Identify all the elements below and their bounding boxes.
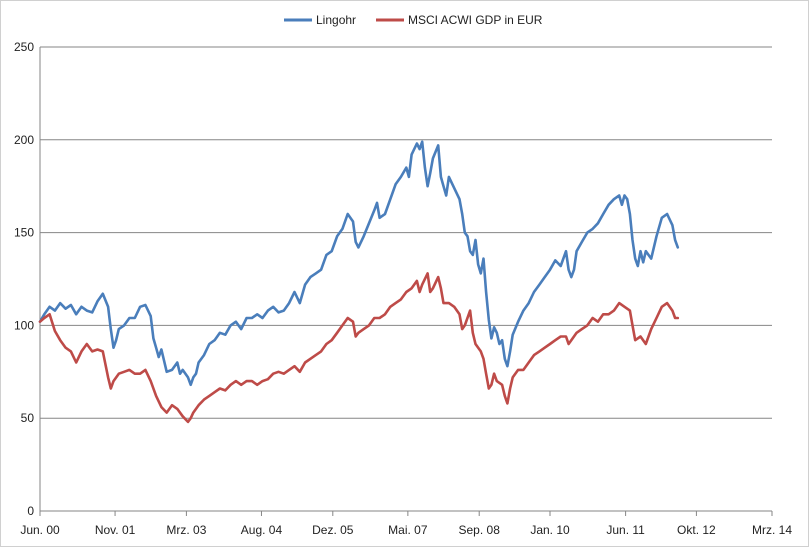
gridlines bbox=[40, 46, 772, 419]
y-tick-label: 150 bbox=[14, 226, 34, 240]
x-tick-label: Dez. 05 bbox=[312, 523, 354, 537]
axes: 0 50 100 150 200 250 Jun. 00 Nov. 01 Mrz. 03 Aug.… bbox=[14, 40, 792, 537]
series-line-lingohr bbox=[38, 140, 680, 387]
x-tick-label: Aug. 04 bbox=[241, 523, 283, 537]
series-lines bbox=[38, 140, 680, 424]
series-line-msci-acwi-gdp-in-eur bbox=[38, 272, 680, 424]
x-tick-label: Mrz. 03 bbox=[166, 523, 206, 537]
x-tick-label: Nov. 01 bbox=[95, 523, 136, 537]
y-tick-label: 0 bbox=[27, 504, 34, 518]
y-tick-label: 50 bbox=[21, 411, 35, 425]
y-tick-label: 200 bbox=[14, 133, 34, 147]
x-tick-label: Mai. 07 bbox=[388, 523, 428, 537]
legend-label: MSCI ACWI GDP in EUR bbox=[408, 13, 543, 27]
legend-label: Lingohr bbox=[316, 13, 356, 27]
x-tick-label: Jun. 11 bbox=[606, 523, 645, 537]
x-tick-label: Sep. 08 bbox=[459, 523, 501, 537]
x-tick-label: Jan. 10 bbox=[530, 523, 570, 537]
y-tick-label: 250 bbox=[14, 40, 34, 54]
y-tick-label: 100 bbox=[14, 318, 34, 332]
legend: Lingohr MSCI ACWI GDP in EUR bbox=[284, 13, 543, 27]
x-tick-label: Jun. 00 bbox=[20, 523, 60, 537]
x-tick-label: Mrz. 14 bbox=[752, 523, 792, 537]
x-tick-label: Okt. 12 bbox=[677, 523, 716, 537]
